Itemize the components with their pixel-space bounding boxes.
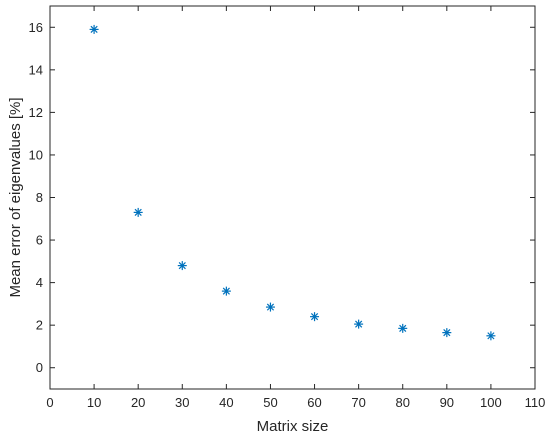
data-point [89,24,99,34]
x-tick-label: 100 [480,395,502,410]
y-tick-label: 4 [36,275,43,290]
x-tick-label: 80 [395,395,409,410]
x-tick-label: 70 [351,395,365,410]
y-tick-label: 6 [36,233,43,248]
data-point [133,207,143,217]
x-tick-label: 20 [131,395,145,410]
y-tick-label: 8 [36,190,43,205]
x-tick-label: 30 [175,395,189,410]
y-tick-label: 0 [36,360,43,375]
y-tick-label: 12 [29,105,43,120]
y-axis-label: Mean error of eigenvalues [%] [7,97,24,297]
plot-frame [49,5,536,390]
data-point [177,261,187,271]
y-tick-label: 2 [36,318,43,333]
data-point [486,331,496,341]
plot-background [50,6,535,389]
data-point [310,312,320,322]
data-point [398,323,408,333]
x-tick-label: 40 [219,395,233,410]
x-tick-label: 10 [87,395,101,410]
x-tick-label: 50 [263,395,277,410]
x-tick-label: 110 [525,395,546,410]
y-tick-label: 10 [29,147,43,162]
data-point [221,286,231,296]
x-tick-label: 60 [307,395,321,410]
y-axis-ticks: 0 2 4 6 8 10 12 14 16 [29,20,535,375]
data-point [265,302,275,312]
x-axis-label: Matrix size [257,418,329,435]
data-point [442,328,452,338]
y-tick-label: 16 [29,20,43,35]
x-axis-ticks: 0 10 20 30 40 50 60 70 80 90 100 110 [46,6,545,410]
y-tick-label: 14 [29,62,43,77]
data-points [89,24,496,341]
x-tick-label: 90 [440,395,454,410]
data-point [354,319,364,329]
x-tick-label: 0 [46,395,53,410]
